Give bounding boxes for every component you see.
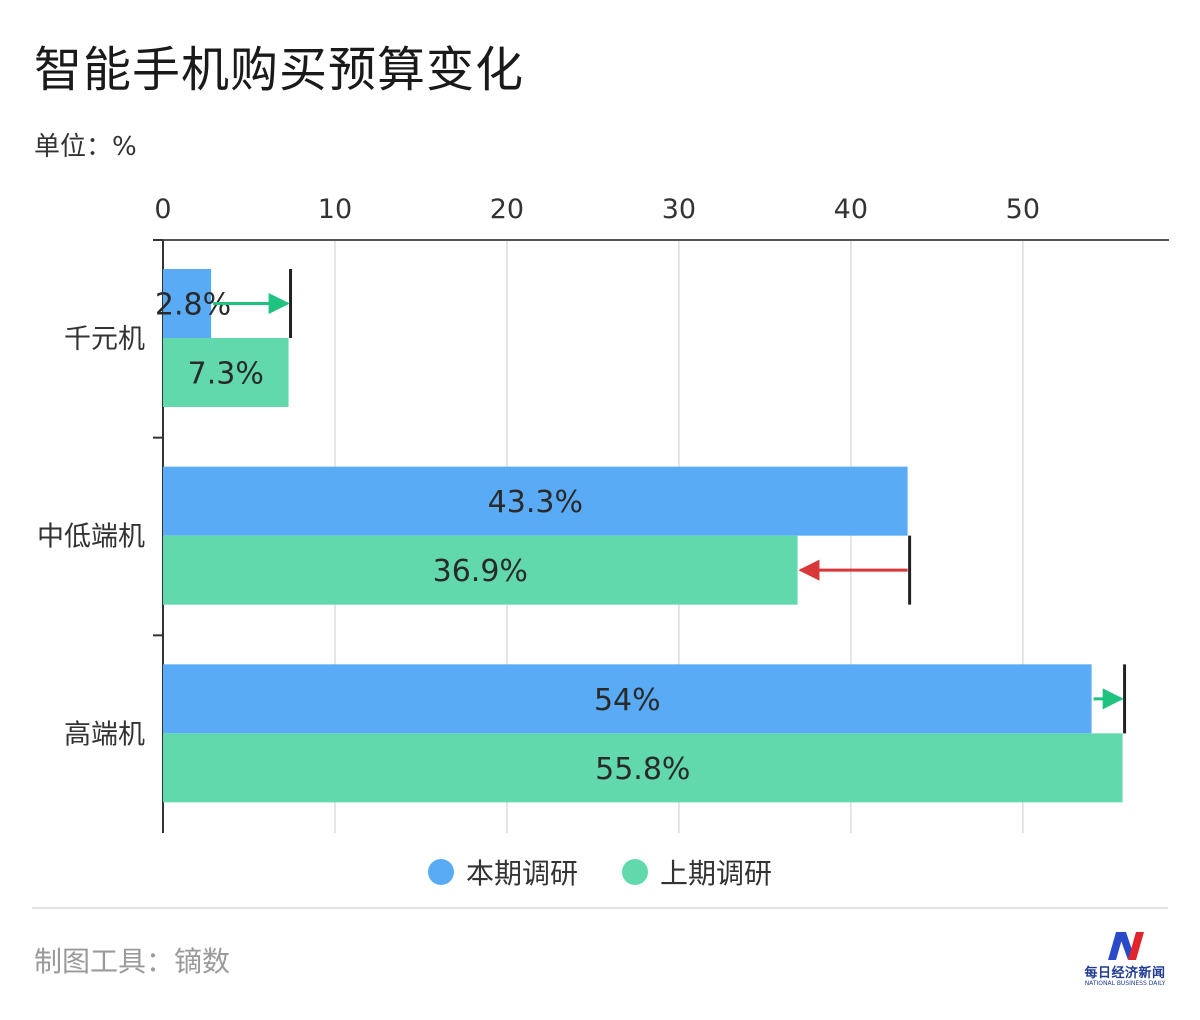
bar-data-label: 55.8% (595, 752, 690, 787)
bar-data-label: 7.3% (188, 357, 264, 392)
footer-divider (32, 907, 1168, 909)
source-label: 制图工具：镝数 (34, 945, 231, 978)
logo-mark-icon (1108, 932, 1144, 960)
legend-item-current[interactable]: 本期调研 (427, 852, 578, 892)
bar (163, 733, 1123, 803)
unit-label: 单位：% (34, 132, 137, 162)
logo-en-text: NATIONAL BUSINESS DAILY (1084, 980, 1166, 987)
bar-chart: 0 10 20 30 40 50千元机2.8%7.3%中低端机43.3%36.9%高端机5… (37, 194, 1169, 833)
x-tick-label: 40 (834, 194, 868, 225)
x-tick-label: 10 (318, 194, 352, 225)
bar (163, 466, 908, 536)
bar (163, 664, 1092, 734)
legend-label-previous: 上期调研 (660, 857, 773, 890)
legend-item-previous[interactable]: 上期调研 (622, 852, 772, 892)
bar-data-label: 36.9% (433, 554, 528, 589)
publisher-logo: 每日经济新闻 NATIONAL BUSINESS DAILY (1080, 926, 1170, 992)
x-tick-label: 20 (490, 194, 524, 225)
y-category-label: 高端机 (64, 719, 145, 750)
legend-swatch-previous (622, 859, 648, 885)
x-tick-label: 30 (662, 194, 696, 225)
legend: 本期调研 上期调研 (0, 852, 1200, 892)
bar (163, 269, 212, 338)
chart-title: 智能手机购买预算变化 (34, 42, 525, 98)
x-tick-label: 50 (1006, 194, 1040, 225)
logo-cn-text: 每日经济新闻 (1084, 966, 1166, 981)
bar-data-label: 43.3% (488, 485, 583, 520)
y-category-label: 千元机 (64, 324, 145, 355)
x-tick-label: 0 (154, 194, 171, 225)
bar (163, 535, 798, 605)
legend-swatch-current (427, 859, 454, 885)
y-category-label: 中低端机 (37, 522, 145, 553)
legend-label-current: 本期调研 (465, 857, 578, 890)
bar-data-label: 54% (594, 683, 661, 718)
bar (163, 338, 289, 407)
